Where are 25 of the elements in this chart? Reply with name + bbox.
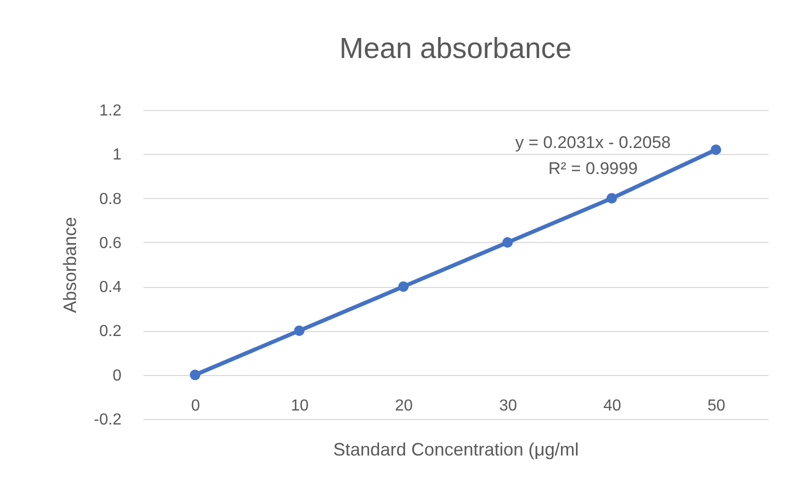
x-tick-label: 10 [290, 398, 309, 414]
x-tick-label: 0 [191, 398, 200, 414]
x-tick-label: 20 [395, 398, 413, 414]
y-tick-label: 1.2 [99, 102, 122, 120]
x-tick-label: 30 [499, 398, 518, 414]
y-tick-label: 0.8 [99, 190, 122, 208]
point [398, 281, 409, 292]
point [294, 325, 304, 336]
point [502, 237, 513, 248]
y-tick-label: -0.2 [94, 412, 122, 428]
annotation: y = 0.2031x - 0.2058 [515, 133, 671, 152]
annotation: R² = 0.9999 [548, 159, 638, 178]
y-tick-label: 0.2 [99, 323, 122, 340]
x-tick-label: 40 [603, 398, 622, 414]
y-tick-label: 1 [112, 146, 122, 164]
y-tick-label: 0.4 [99, 279, 122, 296]
y-axis-title: Absorbance [60, 216, 80, 314]
point [190, 370, 200, 380]
chart-title: Mean absorbance [339, 33, 572, 65]
x-axis-title: Standard Concentration (μg/ml [333, 440, 579, 460]
x-tick-label: 50 [708, 398, 726, 414]
y-tick-label: 0.6 [99, 234, 122, 252]
y-tick-label: 0 [112, 367, 122, 384]
point [606, 193, 617, 204]
point [710, 144, 722, 155]
